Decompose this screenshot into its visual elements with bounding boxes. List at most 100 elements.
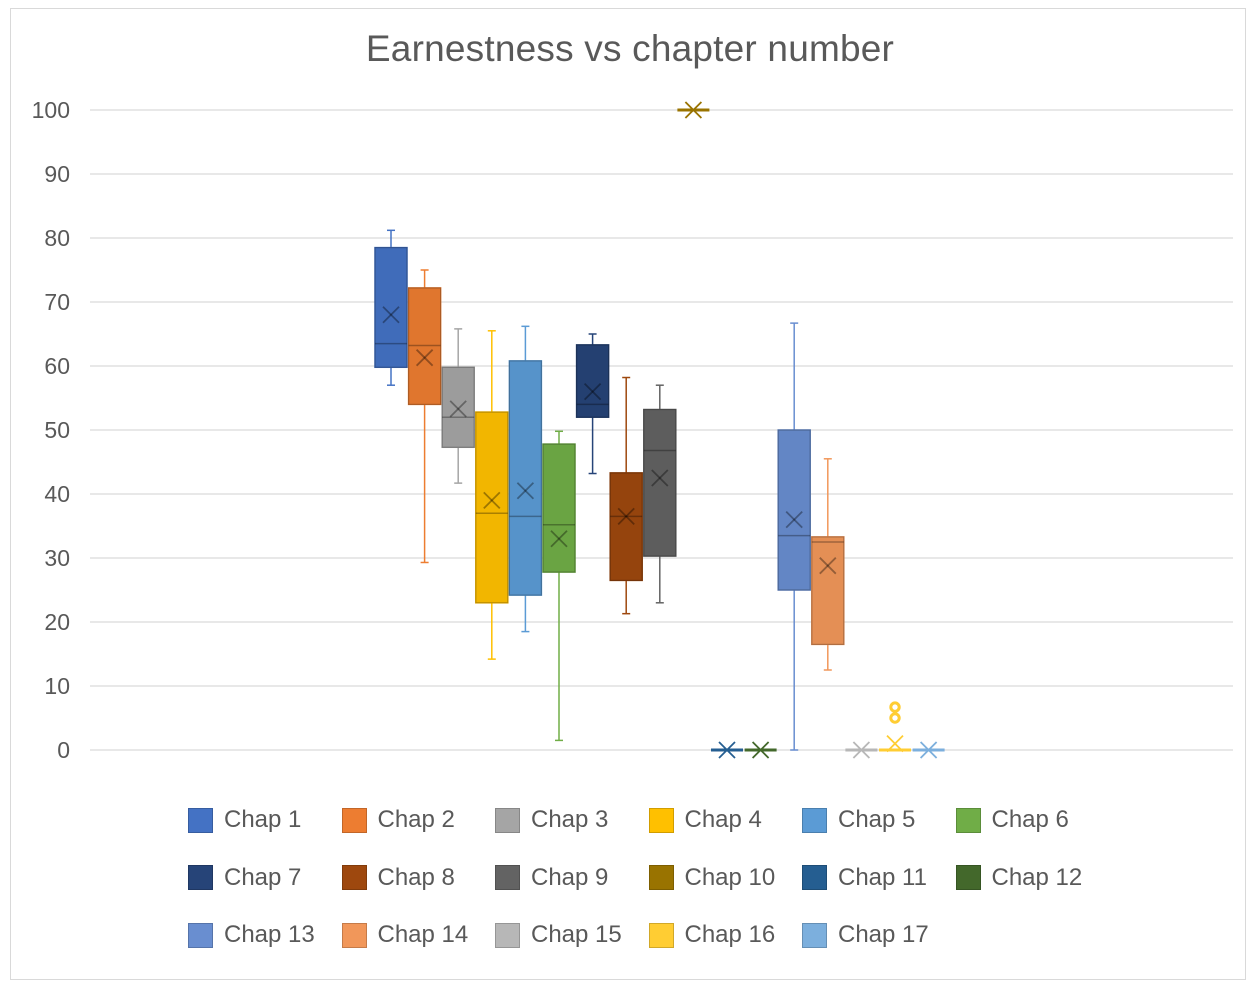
y-tick-label: 0 (57, 737, 70, 763)
box-chap-7 (575, 333, 610, 475)
legend-label: Chap 8 (377, 863, 455, 891)
legend-item: Chap 9 (495, 858, 608, 898)
legend-item: Chap 13 (188, 915, 315, 955)
box-outline (643, 408, 677, 557)
box-chap-16 (879, 701, 911, 753)
legend-item: Chap 12 (955, 858, 1083, 898)
legend-label: Chap 10 (684, 863, 776, 891)
mean-marker (919, 741, 938, 759)
mean-marker (583, 382, 602, 401)
legend-swatch (955, 807, 981, 833)
box-outline (441, 366, 475, 448)
mean-marker (651, 469, 669, 487)
legend-label: Chap 15 (531, 921, 622, 948)
mean-marker (449, 400, 467, 418)
mean-marker (819, 557, 837, 575)
mean-marker (819, 557, 837, 575)
mean-marker (617, 507, 635, 526)
legend-label: Chap 7 (224, 863, 302, 891)
y-tick-label: 20 (44, 609, 70, 635)
box-chap-15 (845, 741, 878, 759)
legend-item: Chap 11 (802, 858, 927, 898)
y-tick-label: 100 (32, 97, 70, 123)
legend-swatch (341, 865, 367, 890)
outlier-point (889, 701, 901, 713)
mean-marker (718, 741, 736, 759)
mean-marker (449, 400, 467, 418)
legend-swatch (648, 922, 674, 948)
legend-swatch (188, 865, 213, 890)
box-chap-10 (677, 101, 710, 119)
legend-item: Chap 10 (648, 858, 776, 898)
mean-marker (550, 530, 568, 548)
mean-marker (785, 510, 803, 529)
legend-swatch (802, 922, 827, 948)
box-body (643, 408, 677, 557)
box-chap-17 (912, 741, 945, 759)
legend-item: Chap 8 (341, 858, 455, 898)
box-chap-14 (811, 458, 845, 671)
legend-swatch (495, 807, 520, 833)
legend-label: Chap 12 (991, 863, 1083, 891)
mean-marker (583, 382, 602, 401)
legend-swatch (341, 922, 367, 948)
box-outline (542, 443, 576, 573)
mean-marker (852, 741, 871, 759)
mean-marker (886, 734, 904, 753)
box-body (542, 443, 576, 573)
y-tick-label: 10 (44, 673, 70, 699)
legend-label: Chap 2 (377, 806, 455, 833)
legend-swatch (802, 865, 827, 890)
y-tick-label: 90 (44, 161, 70, 187)
legend-item: Chap 6 (955, 800, 1069, 840)
mean-marker (651, 469, 669, 487)
mean-marker (751, 741, 770, 759)
y-tick-label: 30 (44, 545, 70, 571)
box-body (609, 472, 643, 582)
box-outline (508, 360, 542, 596)
legend-label: Chap 3 (531, 806, 609, 833)
legend-label: Chap 1 (224, 806, 302, 833)
legend-swatch (495, 865, 520, 890)
mean-marker (550, 530, 568, 548)
legend-item: Chap 5 (802, 800, 915, 840)
mean-marker (415, 349, 434, 367)
mean-marker (617, 507, 635, 526)
box-body (777, 429, 811, 591)
box-body (811, 536, 845, 646)
legend-swatch (188, 922, 213, 948)
box-series (374, 101, 945, 759)
legend-item: Chap 15 (495, 915, 622, 955)
y-tick-label: 60 (44, 353, 70, 379)
legend-swatch (648, 865, 674, 890)
box-chap-3 (441, 328, 475, 484)
box-outline (374, 247, 408, 368)
legend-label: Chap 14 (377, 921, 469, 948)
legend-swatch (648, 807, 674, 833)
mean-marker (415, 349, 434, 367)
legend-label: Chap 17 (838, 921, 929, 948)
box-chap-11 (711, 741, 743, 759)
box-body (374, 246, 408, 369)
box-chap-5 (508, 325, 543, 633)
box-chap-13 (777, 322, 811, 751)
box-outline (475, 411, 509, 604)
legend-item: Chap 16 (648, 915, 775, 955)
box-outline (811, 536, 845, 646)
box-outline (575, 344, 610, 418)
legend-label: Chap 11 (838, 863, 927, 891)
box-body (508, 360, 543, 596)
legend-label: Chap 9 (531, 863, 609, 891)
box-chap-4 (475, 330, 509, 660)
mean-marker (785, 510, 803, 529)
legend-swatch (495, 922, 520, 948)
y-axis: 0 10 20 30 40 50 60 70 80 90 100 (32, 97, 70, 763)
mean-marker (516, 482, 535, 500)
legend-item: Chap 2 (341, 800, 455, 840)
mean-marker (684, 101, 703, 119)
box-outline (777, 429, 811, 591)
box-body (407, 287, 442, 406)
box-chap-8 (609, 376, 643, 615)
legend-swatch (341, 807, 367, 833)
